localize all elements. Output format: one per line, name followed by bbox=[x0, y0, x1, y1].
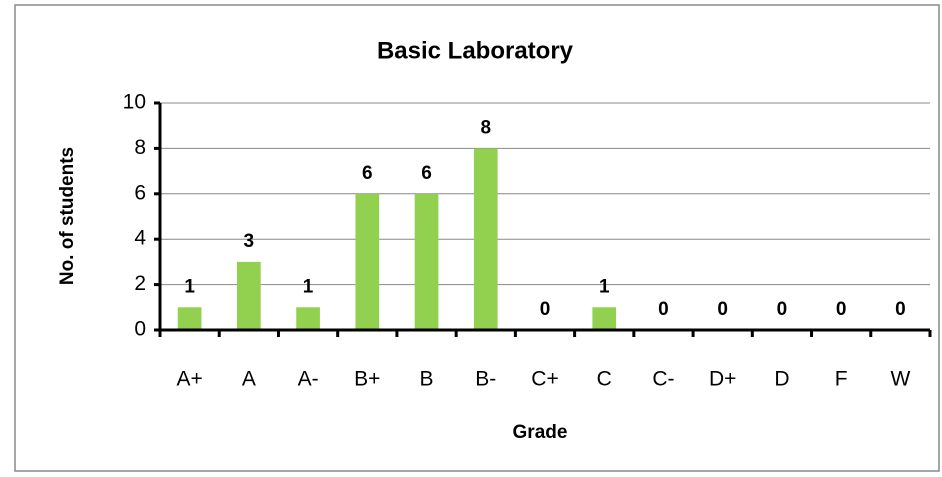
x-tick-label: C bbox=[597, 368, 612, 391]
y-tick-label: 0 bbox=[134, 318, 146, 341]
bar bbox=[355, 193, 380, 330]
data-label: 1 bbox=[303, 276, 314, 297]
data-label: 0 bbox=[658, 299, 669, 320]
bar bbox=[414, 193, 439, 330]
x-tick-label: A- bbox=[298, 368, 319, 391]
data-label: 0 bbox=[836, 299, 847, 320]
x-tick-label: B- bbox=[475, 368, 496, 391]
y-axis-label: No. of students bbox=[57, 147, 78, 285]
x-tick-label: A+ bbox=[176, 368, 202, 391]
data-label: 3 bbox=[244, 231, 255, 252]
x-tick-label: A bbox=[242, 368, 256, 391]
data-label: 8 bbox=[480, 117, 491, 138]
data-label: 0 bbox=[717, 299, 728, 320]
y-tick-label: 10 bbox=[123, 91, 146, 114]
data-label: 0 bbox=[777, 299, 788, 320]
bar bbox=[237, 261, 261, 330]
x-tick-label: F bbox=[835, 368, 848, 391]
x-tick-label: D bbox=[774, 368, 789, 391]
chart-title: Basic Laboratory bbox=[377, 37, 574, 64]
bar bbox=[296, 307, 320, 330]
x-tick-label: C- bbox=[652, 368, 674, 391]
bar bbox=[473, 148, 498, 330]
x-tick-label: D+ bbox=[709, 368, 736, 391]
data-label: 0 bbox=[540, 299, 551, 320]
y-tick-label: 8 bbox=[134, 136, 146, 159]
x-tick-label: W bbox=[890, 368, 910, 391]
x-tick-label: B bbox=[420, 368, 434, 391]
y-tick-label: 6 bbox=[134, 181, 146, 204]
y-tick-label: 4 bbox=[134, 227, 146, 250]
y-tick-label: 2 bbox=[134, 272, 146, 295]
x-tick-label: B+ bbox=[354, 368, 380, 391]
x-tick-label: C+ bbox=[531, 368, 558, 391]
bar bbox=[592, 307, 617, 330]
data-label: 1 bbox=[599, 276, 610, 297]
data-label: 6 bbox=[421, 163, 432, 184]
data-label: 1 bbox=[184, 276, 195, 297]
data-label: 6 bbox=[362, 163, 373, 184]
data-label: 0 bbox=[895, 299, 906, 320]
bar bbox=[177, 307, 202, 330]
x-axis-label: Grade bbox=[513, 422, 568, 443]
